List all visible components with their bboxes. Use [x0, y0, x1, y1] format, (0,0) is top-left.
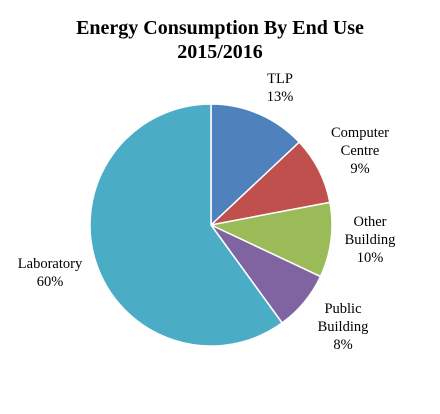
chart-title: Energy Consumption By End Use — [76, 17, 364, 39]
label-public-building-value: 8% — [333, 337, 353, 353]
pie-slice-other-building — [208, 201, 333, 278]
label-laboratory-value: 60% — [36, 274, 64, 290]
label-laboratory: Laboratory 60% — [5, 255, 95, 291]
label-public-building-name: Public Building — [317, 301, 369, 335]
label-public-building: Public Building 8% — [303, 300, 383, 354]
label-computer-centre-name: Computer Centre — [331, 125, 389, 159]
label-other-building-value: 10% — [356, 250, 384, 266]
label-other-building-name: Other Building — [344, 214, 396, 248]
pie-slice-laboratory — [89, 103, 284, 347]
label-other-building: Other Building 10% — [330, 213, 410, 267]
label-tlp-value: 13% — [266, 89, 294, 105]
label-tlp: TLP 13% — [245, 70, 315, 106]
chart-subtitle: 2015/2016 — [177, 41, 263, 63]
label-computer-centre-value: 9% — [350, 161, 370, 177]
pie-slice-tlp — [210, 103, 301, 227]
label-computer-centre: Computer Centre 9% — [315, 124, 405, 178]
label-tlp-name: TLP — [267, 71, 293, 87]
label-laboratory-name: Laboratory — [17, 256, 83, 272]
